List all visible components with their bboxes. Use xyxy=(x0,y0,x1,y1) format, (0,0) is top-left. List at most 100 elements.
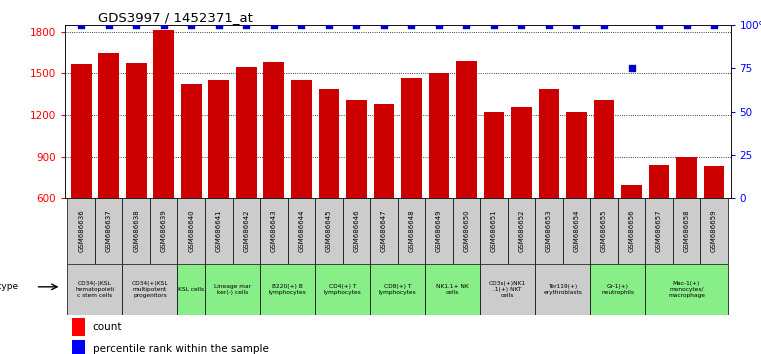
Bar xyxy=(397,198,425,264)
Text: B220(+) B
lymphocytes: B220(+) B lymphocytes xyxy=(269,284,307,295)
Point xyxy=(543,22,555,28)
Text: Lineage mar
ker(-) cells: Lineage mar ker(-) cells xyxy=(214,284,251,295)
Bar xyxy=(68,264,123,315)
Text: GDS3997 / 1452371_at: GDS3997 / 1452371_at xyxy=(98,11,253,24)
Point xyxy=(158,22,170,28)
Bar xyxy=(150,198,177,264)
Point xyxy=(377,22,390,28)
Point xyxy=(323,22,335,28)
Bar xyxy=(428,73,449,198)
Bar xyxy=(591,198,618,264)
Bar xyxy=(68,198,95,264)
Bar xyxy=(425,198,453,264)
Point xyxy=(185,22,197,28)
Bar xyxy=(539,88,559,198)
Bar xyxy=(154,30,174,198)
Bar xyxy=(72,341,85,354)
Text: GSM686652: GSM686652 xyxy=(518,210,524,252)
Point xyxy=(653,22,665,28)
Bar xyxy=(177,198,205,264)
Text: percentile rank within the sample: percentile rank within the sample xyxy=(93,344,269,354)
Bar xyxy=(483,112,505,198)
Text: Gr-1(+)
neutrophils: Gr-1(+) neutrophils xyxy=(601,284,634,295)
Text: CD4(+) T
lymphocytes: CD4(+) T lymphocytes xyxy=(323,284,361,295)
Text: GSM686645: GSM686645 xyxy=(326,210,332,252)
Bar xyxy=(618,198,645,264)
Bar xyxy=(205,264,260,315)
Point xyxy=(571,22,583,28)
Text: GSM686649: GSM686649 xyxy=(436,210,442,252)
Text: GSM686639: GSM686639 xyxy=(161,210,167,252)
Text: CD3s(+)NK1
.1(+) NKT
cells: CD3s(+)NK1 .1(+) NKT cells xyxy=(489,281,527,298)
Text: GSM686655: GSM686655 xyxy=(601,210,607,252)
Bar xyxy=(535,198,562,264)
Bar xyxy=(72,318,85,336)
Bar xyxy=(291,80,312,198)
Bar xyxy=(71,64,91,198)
Bar xyxy=(480,264,535,315)
Bar xyxy=(677,156,697,198)
Bar xyxy=(374,104,394,198)
Point xyxy=(488,22,500,28)
Bar xyxy=(370,198,397,264)
Point xyxy=(680,22,693,28)
Point xyxy=(708,22,720,28)
Text: GSM686653: GSM686653 xyxy=(546,210,552,252)
Point xyxy=(406,22,418,28)
Bar xyxy=(673,198,700,264)
Bar xyxy=(453,198,480,264)
Text: KSL cells: KSL cells xyxy=(178,287,204,292)
Point xyxy=(433,22,445,28)
Bar xyxy=(621,185,642,198)
Text: Ter119(+)
erythroblasts: Ter119(+) erythroblasts xyxy=(543,284,582,295)
Text: Mac-1(+)
monocytes/
macrophage: Mac-1(+) monocytes/ macrophage xyxy=(668,281,705,298)
Point xyxy=(212,22,224,28)
Bar xyxy=(315,264,370,315)
Text: GSM686650: GSM686650 xyxy=(463,210,470,252)
Bar xyxy=(594,100,614,198)
Bar xyxy=(480,198,508,264)
Text: cell type: cell type xyxy=(0,282,18,291)
Bar xyxy=(263,62,284,198)
Text: GSM686640: GSM686640 xyxy=(188,210,194,252)
Text: GSM686644: GSM686644 xyxy=(298,210,304,252)
Bar xyxy=(260,264,315,315)
Bar xyxy=(126,63,147,198)
Text: CD8(+) T
lymphocytes: CD8(+) T lymphocytes xyxy=(379,284,416,295)
Text: GSM686648: GSM686648 xyxy=(409,210,415,252)
Bar xyxy=(315,198,342,264)
Bar xyxy=(704,166,724,198)
Bar xyxy=(95,198,123,264)
Point xyxy=(598,22,610,28)
Bar xyxy=(648,165,670,198)
Text: GSM686643: GSM686643 xyxy=(271,210,277,252)
Text: GSM686654: GSM686654 xyxy=(574,210,579,252)
Bar xyxy=(508,198,535,264)
Bar xyxy=(456,61,476,198)
Text: GSM686638: GSM686638 xyxy=(133,210,139,252)
Point xyxy=(75,22,88,28)
Bar xyxy=(511,107,532,198)
Point xyxy=(103,22,115,28)
Point xyxy=(626,65,638,71)
Bar xyxy=(236,67,256,198)
Bar xyxy=(209,80,229,198)
Point xyxy=(350,22,362,28)
Bar xyxy=(342,198,370,264)
Text: NK1.1+ NK
cells: NK1.1+ NK cells xyxy=(436,284,469,295)
Bar xyxy=(98,53,119,198)
Bar xyxy=(645,264,728,315)
Text: GSM686637: GSM686637 xyxy=(106,210,112,252)
Text: CD34(-)KSL
hematopoieti
c stem cells: CD34(-)KSL hematopoieti c stem cells xyxy=(75,281,115,298)
Point xyxy=(460,22,473,28)
Text: GSM686641: GSM686641 xyxy=(216,210,221,252)
Bar xyxy=(401,78,422,198)
Bar xyxy=(233,198,260,264)
Bar xyxy=(562,198,591,264)
Text: GSM686658: GSM686658 xyxy=(683,210,689,252)
Bar xyxy=(205,198,233,264)
Text: GSM686656: GSM686656 xyxy=(629,210,635,252)
Bar xyxy=(425,264,480,315)
Point xyxy=(268,22,280,28)
Bar xyxy=(370,264,425,315)
